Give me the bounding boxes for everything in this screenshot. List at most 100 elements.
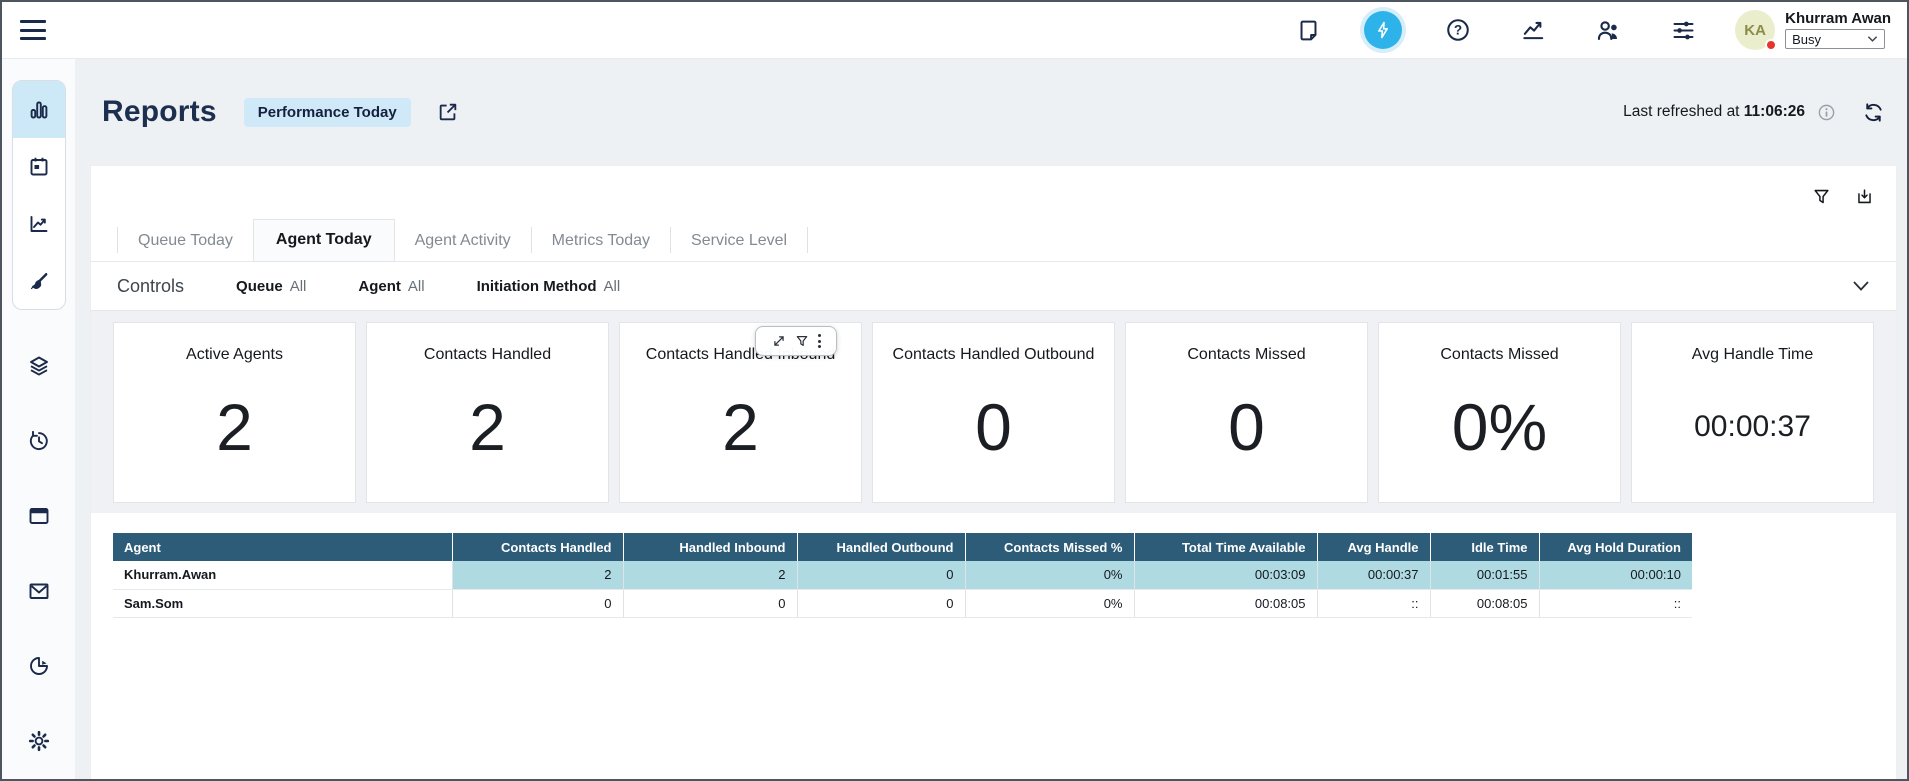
kpi-contacts-handled: Contacts Handled 2 bbox=[366, 322, 609, 503]
tabs-row: Queue Today Agent Today Agent Activity M… bbox=[91, 206, 1896, 262]
kpi-active-agents: Active Agents 2 bbox=[113, 322, 356, 503]
controls-row: Controls Queue All Agent All Initiation Me… bbox=[91, 262, 1896, 310]
controls-label: Controls bbox=[117, 275, 185, 296]
controls-collapse-chevron-icon[interactable] bbox=[1852, 280, 1870, 292]
sidebar-item-line-chart[interactable] bbox=[13, 195, 65, 252]
calendar-icon bbox=[30, 157, 47, 175]
filter-agent[interactable]: Agent All bbox=[358, 277, 425, 295]
tab-queue-today[interactable]: Queue Today bbox=[138, 232, 233, 249]
agents-table: Agent Contacts Handled Handled Inbound H… bbox=[113, 533, 1692, 618]
sidebar-item-pie-chart[interactable] bbox=[27, 654, 51, 678]
kpi-contacts-missed-pct: Contacts Missed 0% bbox=[1378, 322, 1621, 503]
gear-icon bbox=[28, 730, 49, 752]
tab-metrics-today[interactable]: Metrics Today bbox=[551, 232, 651, 249]
report-badge: Performance Today bbox=[243, 97, 411, 127]
kpi-value: 0% bbox=[1451, 390, 1548, 464]
col-idle-time[interactable]: Idle Time bbox=[1429, 533, 1539, 561]
info-icon[interactable] bbox=[1817, 103, 1836, 122]
status-select[interactable]: Busy bbox=[1785, 29, 1886, 49]
line-chart-icon bbox=[30, 215, 47, 232]
sidebar-item-bar-chart[interactable] bbox=[12, 81, 65, 138]
filter-icon[interactable] bbox=[795, 334, 809, 348]
col-total-time-available[interactable]: Total Time Available bbox=[1133, 533, 1317, 561]
pie-chart-icon bbox=[29, 657, 48, 675]
col-contacts-handled[interactable]: Contacts Handled bbox=[451, 533, 623, 561]
window-icon bbox=[29, 508, 48, 524]
boost-lightning-icon[interactable] bbox=[1360, 7, 1407, 53]
last-refreshed-text: Last refreshed at 11:06:26 bbox=[1623, 103, 1805, 120]
identity-block: Khurram Awan Busy bbox=[1785, 11, 1891, 49]
table-row: Khurram.Awan 2 2 0 0% 00:03:09 00:00:37 … bbox=[113, 561, 1692, 590]
history-icon bbox=[29, 430, 48, 451]
refresh-area: Last refreshed at 11:06:26 bbox=[1623, 101, 1885, 124]
status-select-value: Busy bbox=[1792, 31, 1822, 47]
notes-icon[interactable] bbox=[1285, 7, 1331, 53]
settings-sliders-icon[interactable] bbox=[1660, 7, 1706, 53]
table-header-row: Agent Contacts Handled Handled Inbound H… bbox=[113, 533, 1692, 561]
kpi-value: 00:00:37 bbox=[1694, 410, 1811, 443]
col-avg-hold-duration[interactable]: Avg Hold Duration bbox=[1538, 533, 1692, 561]
kpi-value: 0 bbox=[1228, 390, 1265, 464]
users-icon[interactable] bbox=[1585, 7, 1631, 53]
card-toolbar bbox=[91, 166, 1896, 206]
hamburger-menu-icon[interactable] bbox=[20, 20, 46, 40]
cell-agent: Khurram.Awan bbox=[113, 561, 452, 590]
col-agent[interactable]: Agent bbox=[113, 533, 452, 561]
visual-hover-toolbar bbox=[755, 326, 837, 356]
sidebar-solo-icons bbox=[27, 354, 51, 753]
help-glyph: ? bbox=[1454, 23, 1462, 38]
metrics-icon[interactable] bbox=[1510, 7, 1556, 53]
sidebar-item-window[interactable] bbox=[27, 504, 51, 528]
filter-icon[interactable] bbox=[1812, 187, 1831, 206]
bar-chart-icon bbox=[30, 101, 47, 118]
top-bar: ? bbox=[2, 2, 1907, 59]
filter-initiation-method[interactable]: Initiation Method All bbox=[476, 277, 621, 295]
busy-status-dot bbox=[1765, 39, 1778, 51]
col-handled-outbound[interactable]: Handled Outbound bbox=[796, 533, 965, 561]
tab-agent-activity[interactable]: Agent Activity bbox=[414, 232, 511, 249]
download-icon[interactable] bbox=[1855, 187, 1874, 206]
col-avg-handle[interactable]: Avg Handle bbox=[1316, 533, 1430, 561]
left-sidebar bbox=[2, 59, 75, 779]
col-contacts-missed-pct[interactable]: Contacts Missed % bbox=[964, 533, 1134, 561]
avatar[interactable]: KA bbox=[1735, 10, 1778, 51]
sidebar-nav-group bbox=[11, 80, 66, 310]
topbar-right-cluster: ? bbox=[1256, 7, 1891, 53]
mail-icon bbox=[29, 583, 48, 599]
menu-kebab-icon[interactable] bbox=[817, 334, 821, 348]
kpi-band: Active Agents 2 Contacts Handled 2 Conta… bbox=[91, 310, 1896, 513]
sidebar-item-design[interactable] bbox=[13, 252, 65, 309]
sidebar-item-history[interactable] bbox=[27, 429, 51, 453]
sidebar-item-layers[interactable] bbox=[27, 354, 51, 378]
sidebar-item-calendar[interactable] bbox=[13, 138, 65, 195]
help-icon[interactable]: ? bbox=[1435, 7, 1481, 53]
open-in-new-icon[interactable] bbox=[437, 101, 459, 123]
sidebar-item-mail[interactable] bbox=[27, 579, 51, 603]
sidebar-item-settings[interactable] bbox=[27, 729, 51, 753]
kpi-value: 0 bbox=[975, 390, 1012, 464]
col-handled-inbound[interactable]: Handled Inbound bbox=[622, 533, 797, 561]
layers-icon bbox=[29, 356, 48, 376]
page-header: Reports Performance Today Last refreshed… bbox=[90, 59, 1897, 165]
kpi-avg-handle-time: Avg Handle Time 00:00:37 bbox=[1631, 322, 1874, 503]
refresh-icon[interactable] bbox=[1862, 101, 1885, 124]
kpi-value: 2 bbox=[722, 390, 759, 464]
last-refreshed-time: 11:06:26 bbox=[1743, 103, 1805, 120]
kpi-contacts-missed: Contacts Missed 0 bbox=[1125, 322, 1368, 503]
user-name: Khurram Awan bbox=[1785, 10, 1891, 27]
expand-icon[interactable] bbox=[772, 334, 786, 348]
agents-table-wrap: Agent Contacts Handled Handled Inbound H… bbox=[91, 513, 1896, 779]
kpi-contacts-handled-outbound: Contacts Handled Outbound 0 bbox=[872, 322, 1115, 503]
table-row: Sam.Som 0 0 0 0% 00:08:05 :: 00:08:05 :: bbox=[113, 589, 1692, 618]
kpi-value: 2 bbox=[469, 390, 506, 464]
cell-agent: Sam.Som bbox=[113, 589, 452, 618]
tab-agent-today[interactable]: Agent Today bbox=[252, 219, 395, 262]
tab-service-level[interactable]: Service Level bbox=[691, 232, 788, 249]
chevron-down-icon bbox=[1867, 36, 1878, 42]
page-title: Reports bbox=[102, 95, 217, 128]
report-card: Queue Today Agent Today Agent Activity M… bbox=[90, 165, 1897, 779]
brush-icon bbox=[30, 272, 47, 289]
main-area: Reports Performance Today Last refreshed… bbox=[75, 59, 1907, 779]
filter-queue[interactable]: Queue All bbox=[236, 277, 307, 295]
